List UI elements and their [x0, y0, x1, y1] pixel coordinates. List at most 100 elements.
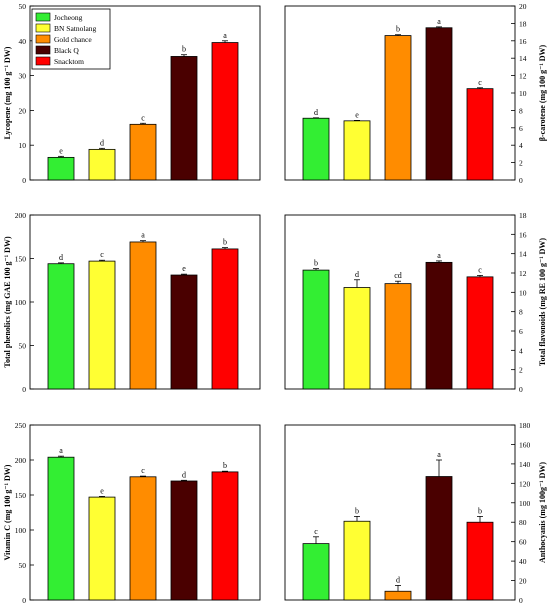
y-tick-label: 50: [19, 2, 27, 11]
y-tick-label: 2: [519, 159, 523, 168]
y-tick-label: 100: [15, 526, 27, 535]
y-tick-label: 0: [22, 385, 26, 394]
significance-letter: c: [141, 113, 145, 122]
bar: [343, 520, 371, 601]
significance-letter: d: [100, 138, 104, 147]
y-tick-label: 4: [519, 141, 523, 150]
y-tick-label: 200: [15, 456, 27, 465]
legend: Jocheong BN Satnolang Gold chance Black Q Sn…: [31, 8, 111, 70]
bar: [211, 248, 239, 390]
y-axis-label: Vitamin C (mg 100 g⁻¹ DW): [3, 464, 12, 560]
y-tick-label: 8: [519, 308, 523, 317]
y-axis-label: β-carotene (mg 100 g⁻¹ DW): [538, 44, 547, 141]
bar: [129, 241, 157, 390]
chart-panel-3: 0 50 100 150 200 Total phenolics (mg GAE 100 …: [3, 211, 261, 394]
y-tick-label: 60: [519, 538, 527, 547]
significance-letter: d: [355, 270, 359, 279]
bar: [47, 263, 75, 390]
y-tick-label: 120: [519, 479, 531, 488]
significance-letter: c: [100, 250, 104, 259]
bar: [170, 274, 198, 390]
y-tick-label: 80: [519, 518, 527, 527]
y-tick-label: 14: [519, 54, 527, 63]
y-axis-label: Total flavonoids (mg RE 100 g⁻¹ DW): [538, 238, 547, 366]
y-tick-label: 12: [519, 72, 527, 81]
bar: [425, 27, 453, 181]
significance-letter: e: [100, 486, 104, 495]
y-tick-label: 2: [519, 366, 523, 375]
y-tick-label: 30: [19, 72, 27, 81]
legend-swatch: [35, 45, 51, 55]
y-tick-label: 0: [22, 176, 26, 185]
bar: [302, 117, 330, 181]
legend-label: Gold chance: [54, 35, 92, 44]
y-tick-label: 4: [519, 346, 523, 355]
y-tick-label: 6: [519, 327, 523, 336]
legend-label: Snacktom: [54, 57, 84, 66]
y-tick-label: 20: [19, 106, 27, 115]
significance-letter: a: [223, 31, 227, 40]
y-tick-label: 40: [19, 37, 27, 46]
bar: [302, 543, 330, 601]
bar: [466, 521, 494, 601]
bar: [466, 88, 494, 181]
significance-letter: d: [59, 253, 63, 262]
bar: [211, 471, 239, 601]
y-tick-label: 20: [519, 2, 527, 11]
bar: [384, 35, 412, 181]
bar: [384, 283, 412, 390]
legend-swatch: [35, 12, 51, 22]
y-tick-label: 100: [519, 499, 531, 508]
y-tick-label: 140: [519, 460, 531, 469]
bar: [343, 287, 371, 390]
significance-letter: e: [182, 264, 186, 273]
bar: [88, 260, 116, 390]
bar: [170, 56, 198, 181]
y-tick-label: 50: [19, 561, 27, 570]
legend-label: Black Q: [54, 46, 79, 55]
bar: [466, 276, 494, 390]
y-tick-label: 150: [15, 491, 27, 500]
y-tick-label: 16: [519, 37, 527, 46]
bar: [425, 261, 453, 390]
y-tick-label: 100: [15, 298, 27, 307]
bar: [88, 148, 116, 181]
y-axis-label: Anthocyanis (mg 100g⁻¹ DW): [538, 462, 547, 563]
significance-letter: a: [437, 17, 441, 26]
bar: [170, 480, 198, 601]
significance-letter: b: [223, 238, 227, 247]
significance-letter: b: [478, 506, 482, 515]
y-tick-label: 10: [519, 89, 527, 98]
chart-panel-2: 0 2 4 6 8 10 12 14 16 18 20 β-carotene (mg 100 g⁻¹ …: [284, 2, 547, 185]
significance-letter: a: [437, 450, 441, 459]
bar: [129, 123, 157, 181]
bar: [47, 156, 75, 181]
y-tick-label: 16: [519, 230, 527, 239]
bar: [211, 42, 239, 181]
y-tick-label: 150: [15, 255, 27, 264]
legend-swatch: [35, 23, 51, 33]
chart-panel-1: 0 10 20 30 40 50 Lycopene (mg 100 g⁻¹ DW) e d c b a: [3, 2, 261, 185]
significance-letter: b: [396, 25, 400, 34]
legend-label: Jocheong: [54, 13, 83, 22]
bar: [129, 476, 157, 601]
y-tick-label: 8: [519, 106, 523, 115]
y-tick-label: 0: [519, 176, 523, 185]
y-tick-label: 10: [19, 141, 27, 150]
y-axis-label: Total phenolics (mg GAE 100 g⁻¹ DW): [3, 236, 12, 368]
significance-letter: d: [314, 108, 318, 117]
y-tick-label: 180: [519, 421, 531, 430]
y-tick-label: 18: [519, 211, 527, 220]
significance-letter: d: [182, 470, 186, 479]
significance-letter: a: [141, 231, 145, 240]
bar: [343, 120, 371, 181]
bar: [384, 590, 412, 601]
significance-letter: e: [355, 110, 359, 119]
bar: [302, 269, 330, 390]
y-tick-label: 200: [15, 211, 27, 220]
significance-letter: cd: [394, 271, 402, 280]
significance-letter: c: [141, 466, 145, 475]
y-tick-label: 20: [519, 577, 527, 586]
y-tick-label: 0: [519, 596, 523, 605]
